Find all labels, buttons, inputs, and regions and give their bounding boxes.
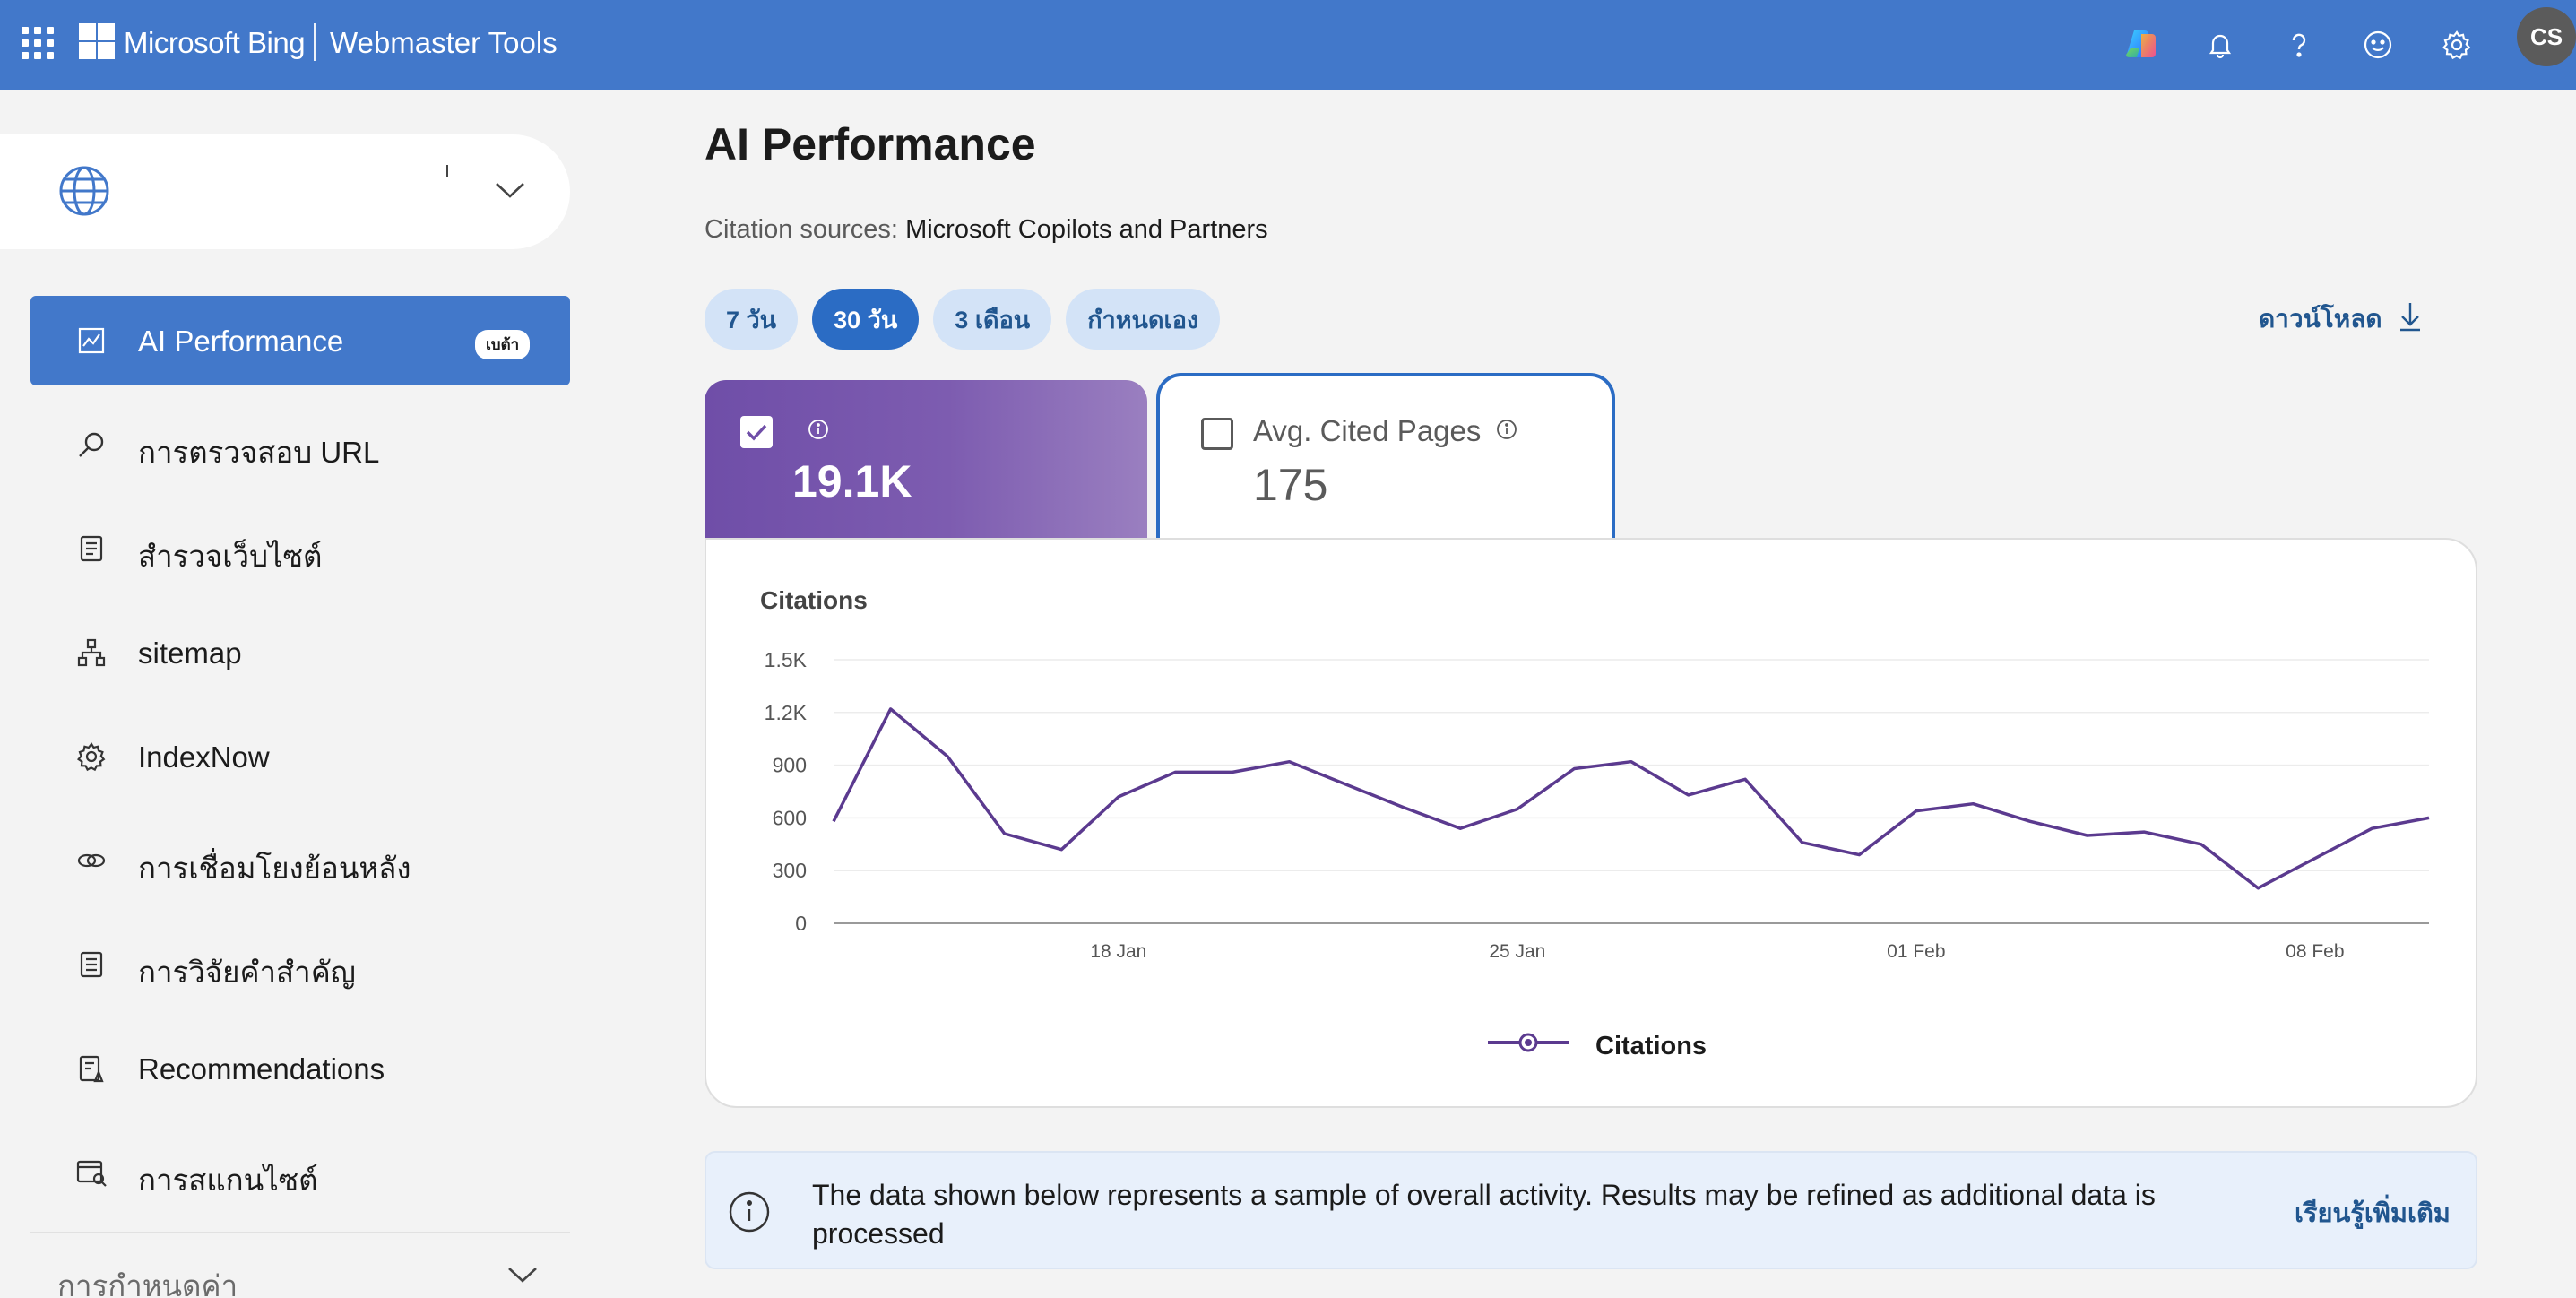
sidebar-item-label: การตรวจสอบ URL [138,436,380,469]
sidebar-nav: AI Performance เบต้า การตรวจสอบ URL สำรว… [30,296,570,1232]
citations-chart: 0 300 600 900 1.2K 1.5K 18 Jan 25 Jan 01 Feb 08 F… [765,648,2430,962]
avg-cited-pages-checkbox[interactable] [1201,418,1233,450]
gear-icon [75,740,108,773]
search-icon [75,428,108,461]
sidebar-item-label: IndexNow [138,740,270,774]
chevron-down-icon[interactable] [507,1266,538,1288]
sidebar-item-keyword-research[interactable]: การวิจัยคำสำคัญ [30,920,570,1009]
sidebar-item-recommendations[interactable]: Recommendations [30,1024,570,1113]
feedback-smiley-icon[interactable] [2356,22,2400,67]
info-icon[interactable] [1495,418,1518,446]
brand-name[interactable]: Microsoft Bing [124,26,306,59]
citation-sources-label: Citation sources: [705,215,898,244]
y-tick-label: 1.2K [765,701,808,724]
citation-sources-value: Microsoft Copilots and Partners [905,215,1268,244]
x-tick-label: 08 Feb [2286,941,2344,962]
top-bar: Microsoft Bing Webmaster Tools [0,0,2576,90]
microsoft-logo-icon [79,23,115,59]
y-tick-label: 0 [795,912,807,935]
help-icon[interactable] [2277,22,2321,67]
x-tick-label: 18 Jan [1090,941,1146,962]
globe-icon [57,164,111,222]
sidebar-item-site-scan[interactable]: การสแกนไซต์ [30,1128,570,1217]
info-message-bar: The data shown below represents a sample… [705,1151,2477,1269]
sidebar-item-label: สำรวจเว็บไซต์ [138,540,323,573]
range-7-days-button[interactable]: 7 วัน [705,289,799,350]
page-title: AI Performance [705,119,1036,169]
sitemap-icon [75,636,108,669]
citations-checkbox[interactable] [740,416,773,448]
y-tick-label: 600 [773,806,807,829]
y-tick-label: 900 [773,754,807,777]
sidebar-settings-section[interactable]: การกำหนดค่า [57,1269,238,1298]
avg-cited-pages-value: 175 [1253,460,1328,510]
citation-sources: Citation sources: Microsoft Copilots and… [705,215,1268,245]
sidebar-item-sitemap[interactable]: sitemap [30,608,570,697]
recommendations-icon [75,1052,108,1085]
legend-line-marker-icon [1488,1031,1569,1061]
sidebar-item-url-inspection[interactable]: การตรวจสอบ URL [30,400,570,489]
gear-icon[interactable] [2434,22,2479,67]
list-icon [75,948,108,981]
sidebar-item-site-explorer[interactable]: สำรวจเว็บไซต์ [30,504,570,593]
x-tick-label: 01 Feb [1887,941,1945,962]
legend-label: Citations [1595,1031,1707,1060]
info-icon[interactable] [807,418,830,446]
info-message-text: The data shown below represents a sample… [812,1179,2156,1250]
chart-legend[interactable]: Citations [1488,1031,1707,1061]
chart-icon [75,324,108,357]
sidebar-item-indexnow[interactable]: IndexNow [30,712,570,801]
citations-value: 19.1K [792,456,912,506]
sidebar-item-label: AI Performance [138,324,344,358]
scan-icon [75,1156,108,1189]
sidebar-item-label: การสแกนไซต์ [138,1164,318,1197]
document-icon [75,532,108,565]
sidebar-item-label: Recommendations [138,1052,385,1086]
sidebar-item-label: การวิจัยคำสำคัญ [138,956,356,989]
text-cursor [446,165,448,177]
metric-card-citations[interactable]: 19.1K [705,380,1147,538]
avatar[interactable]: CS [2517,7,2576,66]
brand-divider [314,23,316,61]
download-button[interactable]: ดาวน์โหลด [2259,299,2422,339]
learn-more-link[interactable]: เรียนรู้เพิ่มเติม [2295,1199,2451,1228]
product-name[interactable]: Webmaster Tools [330,26,558,59]
info-icon [728,1190,771,1238]
bell-icon[interactable] [2198,22,2243,67]
citations-chart-card: Citations 0 300 600 900 1.2K 1.5K 18 Jan 25 Jan… [705,538,2477,1108]
copilot-icon[interactable] [2119,22,2164,67]
download-label: ดาวน์โหลด [2259,305,2382,333]
sidebar-item-ai-performance[interactable]: AI Performance เบต้า [30,296,570,385]
chevron-down-icon[interactable] [495,181,525,203]
sidebar-divider [30,1232,570,1233]
avg-cited-pages-title: Avg. Cited Pages [1253,414,1482,447]
sidebar-item-label: การเชื่อมโยงย้อนหลัง [138,852,411,885]
download-icon [2399,301,2422,338]
site-selector[interactable] [0,134,570,249]
range-3-months-button[interactable]: 3 เดือน [933,289,1052,350]
x-tick-label: 25 Jan [1489,941,1545,962]
y-tick-label: 1.5K [765,648,808,671]
citations-series-line [832,707,2430,890]
range-custom-button[interactable]: กำหนดเอง [1066,289,1221,350]
beta-badge: เบต้า [475,330,531,359]
range-30-days-button[interactable]: 30 วัน [812,289,920,350]
link-icon [75,844,108,877]
sidebar-item-label: sitemap [138,636,242,670]
y-tick-label: 300 [773,859,807,882]
apps-grid-icon[interactable] [22,27,54,59]
sidebar-item-backlinks[interactable]: การเชื่อมโยงย้อนหลัง [30,816,570,905]
chart-title: Citations [760,586,868,614]
date-range-selector: 7 วัน 30 วัน 3 เดือน กำหนดเอง [705,289,1221,350]
metric-card-avg-cited-pages[interactable]: Avg. Cited Pages 175 [1156,373,1615,545]
